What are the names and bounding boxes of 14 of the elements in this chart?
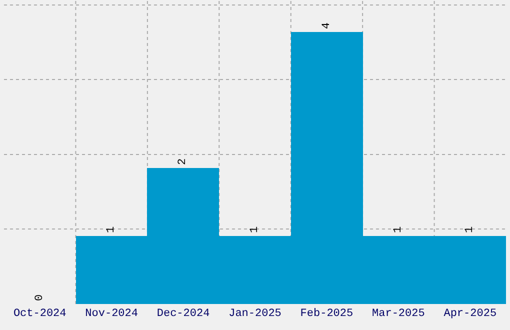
x-tick-label: Dec-2024	[156, 308, 210, 320]
data-label: 0	[34, 294, 46, 301]
x-tick-label: Feb-2025	[300, 308, 354, 320]
data-label: 1	[249, 226, 261, 233]
data-label: 2	[177, 158, 189, 165]
x-tick-label: Mar-2025	[372, 308, 425, 320]
x-tick-label: Nov-2024	[85, 308, 138, 320]
x-tick-label: Oct-2024	[13, 308, 67, 320]
data-label: 1	[106, 226, 118, 233]
data-label: 4	[321, 22, 333, 29]
data-label: 1	[392, 226, 404, 233]
x-tick-label: Jan-2025	[228, 308, 282, 320]
data-label: 1	[464, 226, 476, 233]
x-tick-label: Apr-2025	[444, 308, 497, 320]
